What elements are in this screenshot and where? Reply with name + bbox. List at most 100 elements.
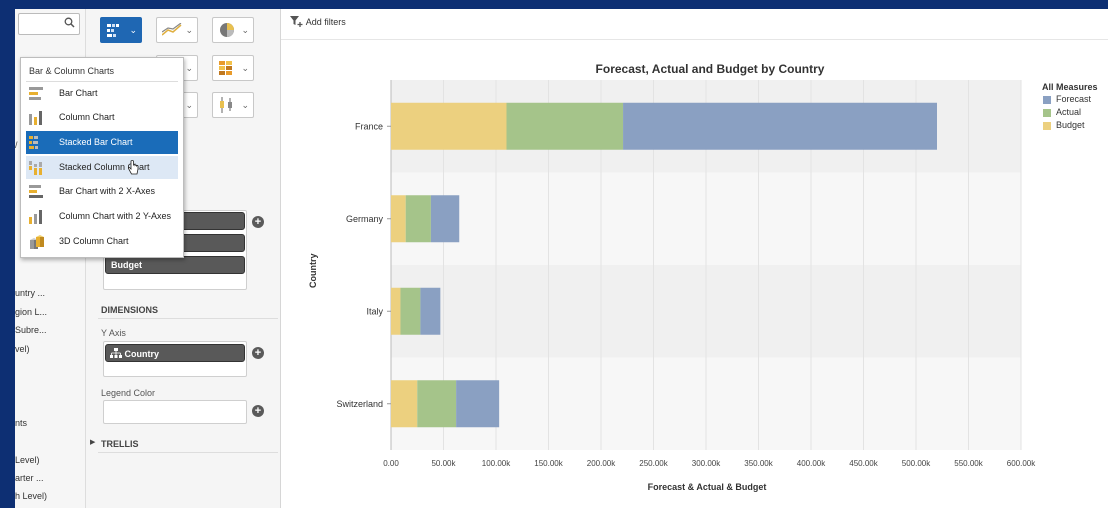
y-category-label: Germany [346,214,384,224]
window-top-frame [0,0,1108,9]
x-tick-label: 350.00k [744,459,773,468]
column-chart-icon [29,111,42,125]
y-axis-title-wrap: Country [306,252,326,292]
add-filters-label: Add filters [305,17,346,27]
chevron-down-icon: ⌄ [185,63,193,73]
y-axis-label: Y Axis [101,328,126,338]
menu-item-column-chart-2y[interactable]: Column Chart with 2 Y-Axes [26,205,178,228]
x-tick-label: 500.00k [902,459,931,468]
menu-item-stacked-bar-chart[interactable]: Stacked Bar Chart [26,131,178,154]
menu-item-label: Bar Chart with 2 X-Axes [59,186,156,196]
add-measure-icon[interactable]: + [252,216,264,228]
left-panel-item[interactable]: untry ... [15,288,46,298]
legend-label: Actual [1056,107,1082,117]
chevron-down-icon: ⌄ [241,25,249,35]
bar-segment-actual [405,195,431,243]
x-tick-label: 200.00k [587,459,616,468]
legend-title: All Measures [1042,82,1098,92]
y-axis-title: Country [308,253,318,289]
menu-item-label: 3D Column Chart [59,236,129,246]
bar-segment-forecast [420,287,441,335]
left-panel-item[interactable]: Level) [15,455,40,465]
y-category-label: Italy [366,306,383,316]
chevron-down-icon: ⌄ [185,25,193,35]
menu-item-bar-chart-2x[interactable]: Bar Chart with 2 X-Axes [26,180,178,203]
chart-legend: All Measures Forecast Actual Budget [1042,82,1108,133]
legend-label: Forecast [1056,94,1092,104]
stacked-bar-icon [29,136,38,149]
legend-swatch [1043,96,1051,104]
search-icon [64,17,75,31]
3d-column-icon [30,235,44,249]
menu-item-label: Column Chart with 2 Y-Axes [59,211,172,221]
x-tick-label: 600.00k [1007,459,1036,468]
bar-segment-budget [391,195,406,243]
dual-axis-column-icon [29,210,42,224]
bar-segment-budget [391,380,418,428]
menu-item-stacked-column-chart[interactable]: Stacked Column Chart [26,156,178,179]
menu-item-label: Bar Chart [59,88,98,98]
trellis-section-title[interactable]: TRELLIS [101,439,139,449]
search-input[interactable] [18,13,80,35]
bar-segment-forecast [456,380,500,428]
x-tick-label: 100.00k [482,459,511,468]
dimensions-section-title: DIMENSIONS [101,305,159,315]
heatmap-icon [219,61,232,75]
divider [98,452,278,453]
hand-cursor-icon [128,160,139,175]
menu-item-3d-column-chart[interactable]: 3D Column Chart [26,230,178,253]
dimension-pill-country[interactable]: Country [105,344,245,362]
line-chart-icon [162,23,182,36]
left-panel-item[interactable]: arter ... [15,473,44,483]
bar-segment-actual [506,102,624,150]
filter-bar: Add filters [281,9,1108,40]
chart-title-text: Forecast, Actual and Budget by Country [595,62,825,76]
pie-chart-type-button[interactable]: ⌄ [212,17,254,43]
x-tick-label: 300.00k [692,459,721,468]
chevron-down-icon: ⌄ [241,63,249,73]
box-plot-type-button[interactable]: ⌄ [212,92,254,118]
bar-segment-budget [391,102,507,150]
box-plot-icon [220,97,232,113]
line-chart-type-button[interactable]: ⌄ [156,17,198,43]
dual-axis-bar-icon [29,185,43,198]
x-tick-label: 400.00k [797,459,826,468]
divider [26,81,178,82]
x-tick-label: 450.00k [849,459,878,468]
legend-swatch [1043,122,1051,130]
menu-item-bar-chart[interactable]: Bar Chart [26,82,178,105]
left-panel-item[interactable]: h Level) [15,491,48,501]
window-left-frame [0,9,15,508]
menu-item-label: Stacked Column Chart [59,162,150,172]
legend-item[interactable]: Actual [1042,107,1108,120]
measure-pill-budget[interactable]: Budget [105,256,245,274]
x-axis-title: Forecast & Actual & Budget [647,482,767,492]
legend-color-drop-area[interactable] [103,400,247,424]
legend-item[interactable]: Forecast [1042,94,1108,107]
x-tick-label: 50.00k [431,459,456,468]
pie-chart-icon [220,23,234,37]
menu-item-label: Column Chart [59,112,115,122]
add-filters-button[interactable]: Add filters [290,16,346,28]
stacked-column-icon [29,161,42,175]
filter-icon [290,16,303,27]
x-tick-label: 550.00k [954,459,983,468]
left-panel-item[interactable]: gion L... [15,307,48,317]
expand-arrow-icon[interactable]: ▶ [90,439,96,446]
legend-label: Budget [1056,120,1085,130]
left-panel-item[interactable]: nts [15,418,28,428]
dimension-pill-label: Country [124,349,160,359]
stacked-bar-type-button[interactable]: ⌄ [100,17,142,43]
legend-color-label: Legend Color [101,388,156,398]
add-dimension-icon[interactable]: + [252,347,264,359]
chart-type-menu: Bar & Column Charts Bar Chart Column Cha… [20,57,184,258]
chevron-down-icon: ⌄ [185,100,193,110]
menu-item-column-chart[interactable]: Column Chart [26,106,178,129]
chevron-down-icon: ⌄ [129,25,137,35]
left-panel-item[interactable]: vel) [15,344,30,354]
heatmap-type-button[interactable]: ⌄ [212,55,254,81]
legend-item[interactable]: Budget [1042,120,1108,133]
add-legend-color-icon[interactable]: + [252,405,264,417]
left-panel-item[interactable]: Subre... [15,325,47,335]
bar-chart-icon [29,87,43,100]
